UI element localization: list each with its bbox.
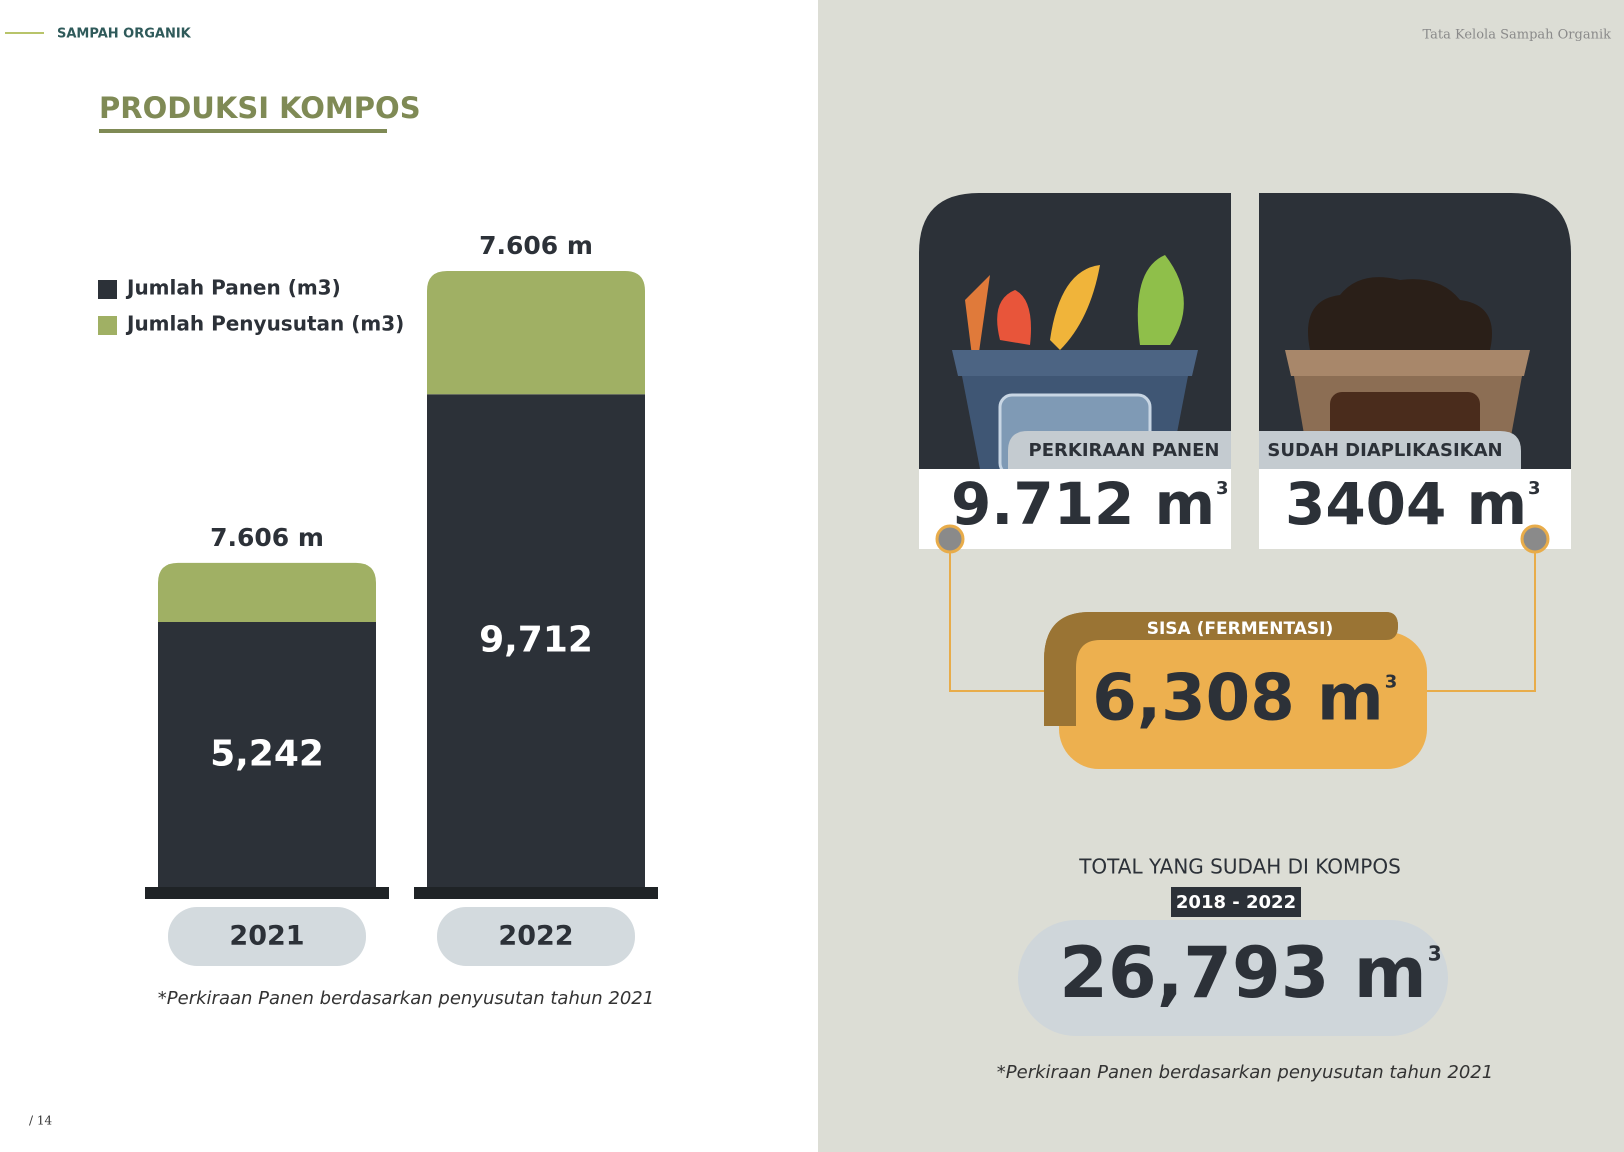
data-label: 5,242 xyxy=(210,733,324,774)
legend-swatch xyxy=(98,316,117,335)
card-label: SUDAH DIAPLIKASIKAN xyxy=(1267,440,1502,461)
unit-superscript: 3 xyxy=(1428,941,1442,965)
chart-title: PRODUKSI KOMPOS xyxy=(99,91,421,125)
remaining-value: 6,308 m xyxy=(1092,662,1383,736)
total-label: TOTAL YANG SUDAH DI KOMPOS xyxy=(1078,855,1401,879)
year-pill xyxy=(437,907,635,966)
card-value: 9.712 m xyxy=(951,470,1215,538)
page-number: / 14 xyxy=(29,1114,52,1128)
bar-segment xyxy=(158,621,376,889)
card-value-bg xyxy=(919,469,1231,549)
unit-superscript: 3 xyxy=(1385,671,1398,692)
card-tab xyxy=(1259,431,1521,469)
unit-superscript: 3 xyxy=(1216,478,1229,499)
x-tick-label: 2021 xyxy=(229,921,304,952)
bar-segment xyxy=(427,271,645,395)
bar-base xyxy=(145,887,389,899)
data-label: 9,712 xyxy=(479,620,593,661)
total-pill xyxy=(1018,920,1448,1036)
title-underline xyxy=(99,129,387,133)
bar-segment xyxy=(158,562,376,622)
year-pill xyxy=(168,907,366,966)
card-value-bg xyxy=(1259,469,1571,549)
remaining-tab-front xyxy=(1044,612,1398,726)
chart-note: *Perkiraan Panen berdasarkan penyusutan … xyxy=(158,988,654,1009)
total-value: 26,793 m xyxy=(1059,932,1426,1014)
period: 2018 - 2022 xyxy=(1176,892,1296,913)
section-label: SAMPAH ORGANIK xyxy=(57,27,192,42)
total-label: 7.606 m xyxy=(479,231,593,260)
connector-dot xyxy=(935,524,965,554)
total-label: 7.606 m xyxy=(210,523,324,552)
legend-swatch xyxy=(98,280,117,299)
remaining-label: SISA (FERMENTASI) xyxy=(1147,619,1334,639)
unit-superscript: 3 xyxy=(1528,478,1541,499)
summary-note: *Perkiraan Panen berdasarkan penyusutan … xyxy=(997,1062,1493,1083)
connector xyxy=(1427,539,1536,692)
book-title: Tata Kelola Sampah Organik xyxy=(1422,28,1611,43)
connector xyxy=(949,539,1060,692)
x-tick-label: 2022 xyxy=(498,921,573,952)
bar-segment xyxy=(427,394,645,889)
remaining-box xyxy=(1059,632,1427,769)
card-tab xyxy=(1008,431,1231,469)
left-page xyxy=(0,0,818,1152)
card-label: PERKIRAAN PANEN xyxy=(1029,440,1220,461)
chart: Jumlah Panen (m3) Jumlah Penyusutan (m3) 5… xyxy=(98,231,658,966)
bar-base xyxy=(414,887,658,899)
legend-label: Jumlah Penyusutan (m3) xyxy=(125,312,404,336)
legend-label: Jumlah Panen (m3) xyxy=(125,276,341,300)
connector-dot xyxy=(1520,524,1550,554)
card-value: 3404 m xyxy=(1285,470,1527,538)
period-box xyxy=(1171,887,1301,917)
